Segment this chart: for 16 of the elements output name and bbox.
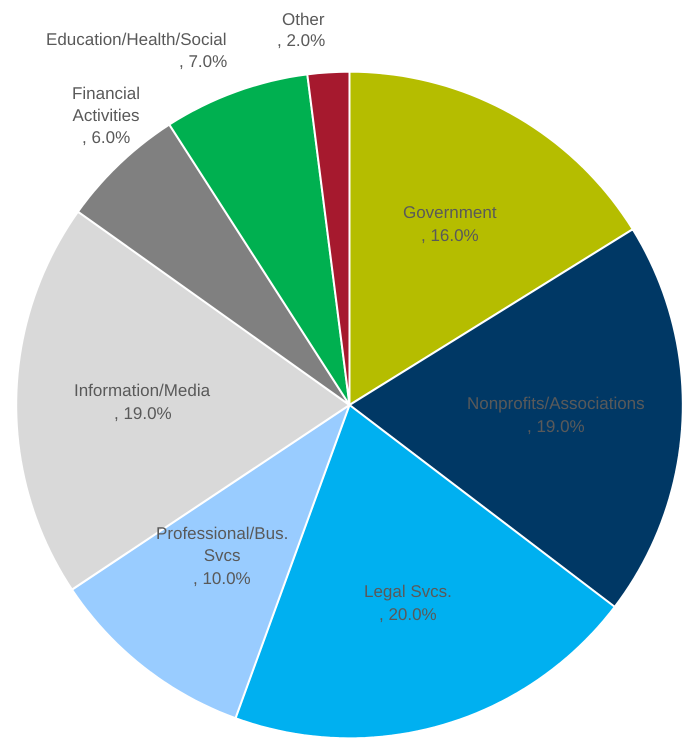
data-label: , 10.0% <box>193 569 251 588</box>
data-label: , 19.0% <box>114 404 172 423</box>
data-label: , 2.0% <box>277 31 326 50</box>
slice-label: Other <box>282 10 325 29</box>
slice-label: Professional/Bus. Svcs <box>156 524 288 566</box>
data-label: , 19.0% <box>527 417 585 436</box>
data-label: , 20.0% <box>379 605 437 624</box>
slice-label: Government <box>403 203 497 222</box>
data-label: , 7.0% <box>179 52 228 71</box>
data-label: , 16.0% <box>421 226 479 245</box>
slice-label: Education/Health/Social <box>46 30 227 49</box>
slice-label: Information/Media <box>74 381 211 400</box>
slice-label: Legal Svcs. <box>364 582 452 601</box>
slice-label: Financial Activities <box>72 84 140 126</box>
data-label: , 6.0% <box>82 128 130 147</box>
slice-label: Nonprofits/Associations <box>467 394 645 413</box>
